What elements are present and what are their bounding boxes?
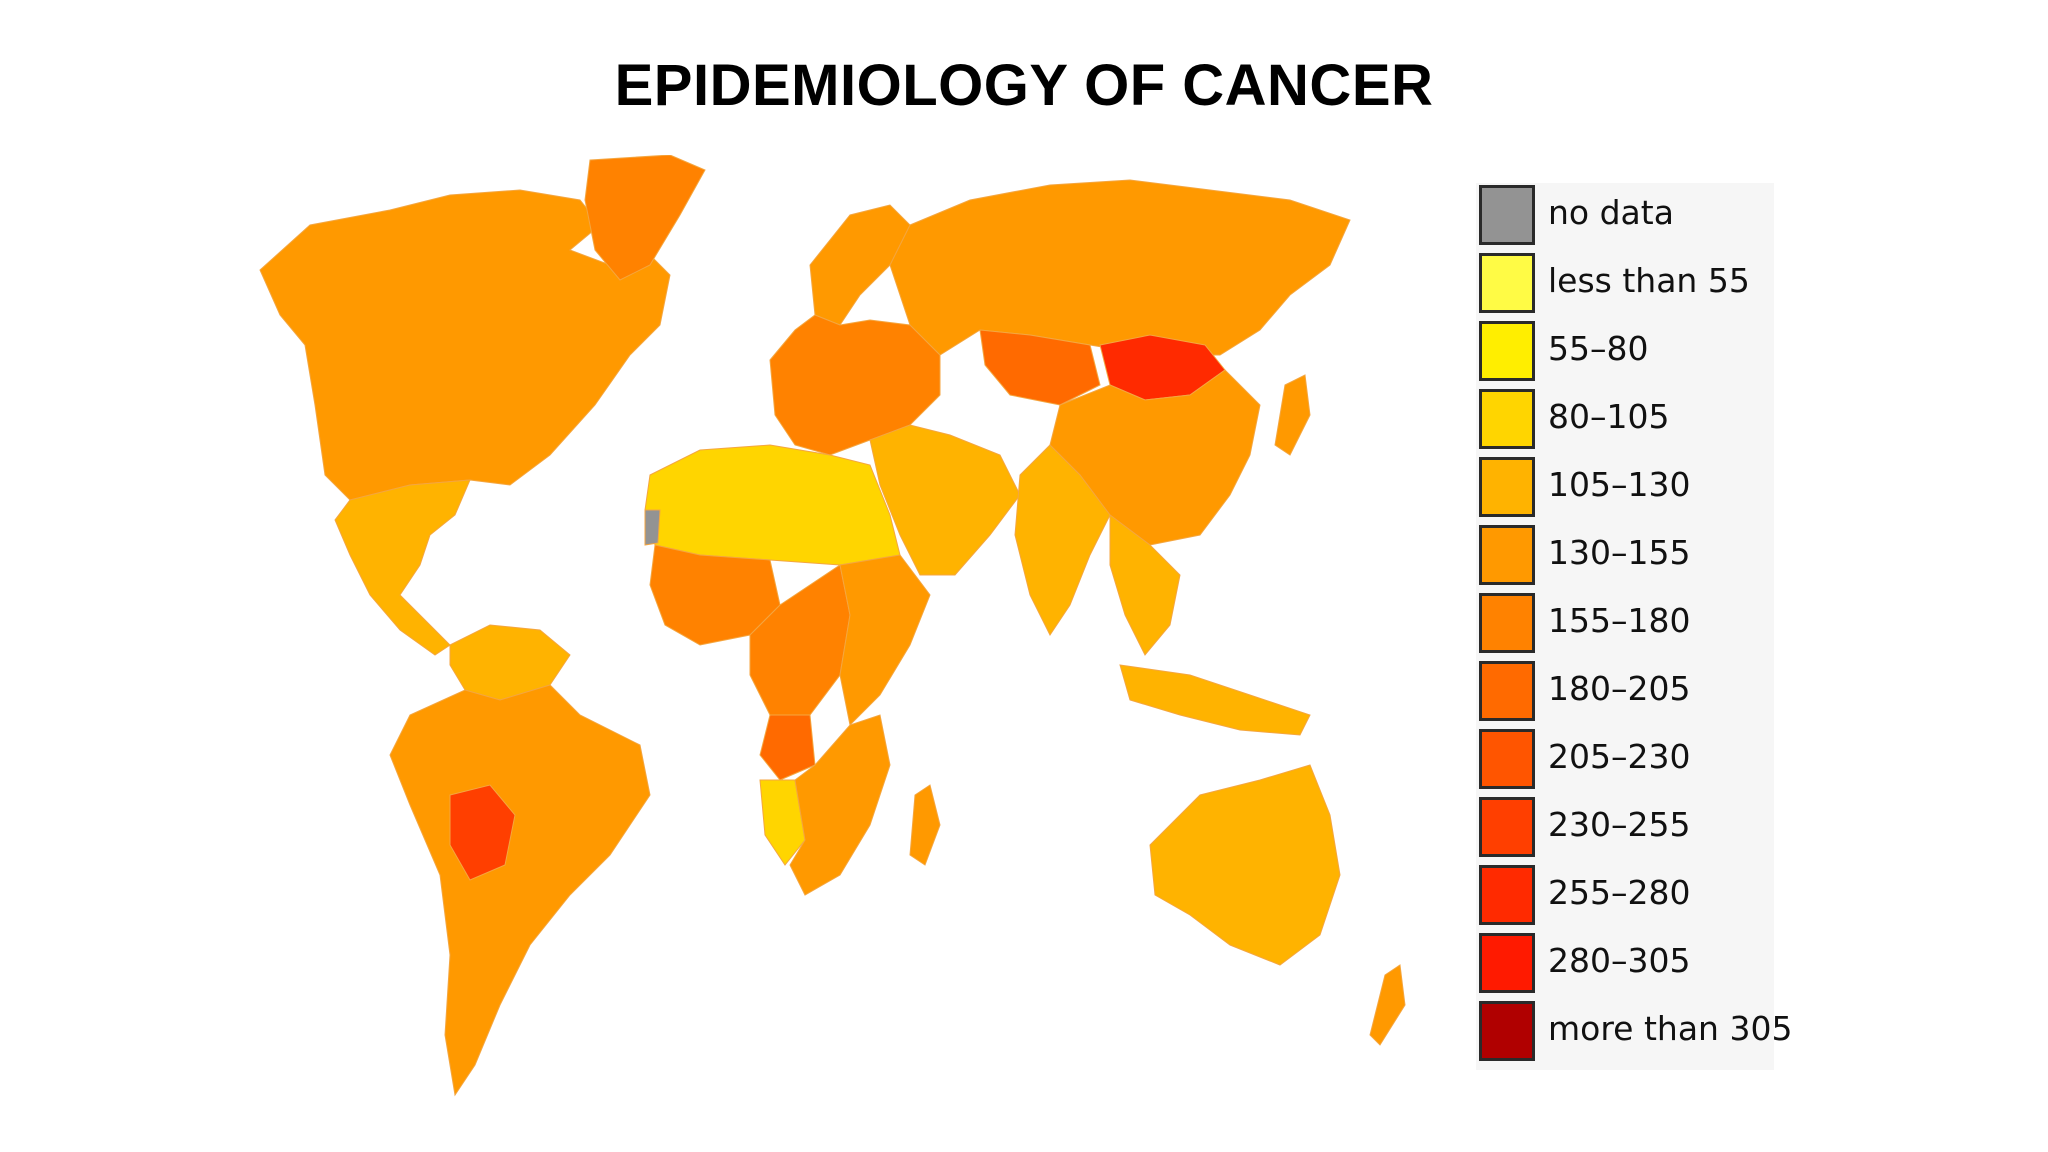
legend-item: less than 55 bbox=[1476, 251, 1774, 319]
legend-swatch bbox=[1479, 389, 1535, 449]
region-north-africa bbox=[644, 444, 901, 566]
legend: no data less than 55 55–80 80–105 105–130 130… bbox=[1476, 183, 1792, 1070]
legend-label: 155–180 bbox=[1548, 601, 1691, 640]
legend-label: 230–255 bbox=[1548, 805, 1691, 844]
region-japan bbox=[1274, 374, 1311, 456]
region-south-america bbox=[389, 684, 651, 1097]
region-east-africa bbox=[839, 554, 931, 727]
region-southeast-asia bbox=[1109, 514, 1181, 656]
legend-label: 255–280 bbox=[1548, 873, 1691, 912]
legend-item: 155–180 bbox=[1476, 591, 1774, 659]
region-new-zealand bbox=[1369, 964, 1406, 1046]
legend-label: more than 305 bbox=[1548, 1009, 1793, 1048]
region-australia bbox=[1149, 764, 1341, 966]
legend-item: more than 305 bbox=[1476, 999, 1792, 1067]
legend-label: 55–80 bbox=[1548, 329, 1649, 368]
legend-swatch bbox=[1479, 1001, 1535, 1061]
legend-swatch bbox=[1479, 933, 1535, 993]
legend-item: 130–155 bbox=[1476, 523, 1774, 591]
legend-item: no data bbox=[1476, 183, 1774, 251]
legend-item: 80–105 bbox=[1476, 387, 1774, 455]
legend-label: 130–155 bbox=[1548, 533, 1691, 572]
legend-label: less than 55 bbox=[1548, 261, 1750, 300]
legend-label: 105–130 bbox=[1548, 465, 1691, 504]
legend-swatch bbox=[1479, 525, 1535, 585]
region-europe bbox=[769, 314, 941, 456]
region-kazakhstan bbox=[979, 329, 1101, 406]
legend-item: 230–255 bbox=[1476, 795, 1774, 863]
region-mexico-central-america bbox=[334, 479, 471, 656]
region-greenland bbox=[584, 155, 706, 281]
region-indonesia bbox=[1119, 664, 1311, 736]
region-madagascar bbox=[909, 784, 941, 866]
region-india bbox=[1014, 444, 1111, 636]
legend-item: 55–80 bbox=[1476, 319, 1774, 387]
legend-label: 280–305 bbox=[1548, 941, 1691, 980]
legend-swatch bbox=[1479, 593, 1535, 653]
legend-item: 105–130 bbox=[1476, 455, 1774, 523]
world-map-svg bbox=[259, 155, 1406, 1097]
legend-swatch bbox=[1479, 457, 1535, 517]
legend-label: 205–230 bbox=[1548, 737, 1691, 776]
region-namibia bbox=[759, 779, 806, 866]
region-bolivia bbox=[449, 784, 516, 881]
legend-swatch bbox=[1479, 797, 1535, 857]
page-title: EPIDEMIOLOGY OF CANCER bbox=[614, 53, 1434, 118]
legend-label: no data bbox=[1548, 193, 1674, 232]
legend-label: 180–205 bbox=[1548, 669, 1691, 708]
region-russia bbox=[889, 179, 1351, 356]
region-north-america bbox=[259, 189, 671, 501]
region-middle-east bbox=[869, 424, 1021, 576]
region-western-sahara bbox=[644, 509, 661, 546]
legend-swatch bbox=[1479, 321, 1535, 381]
legend-swatch bbox=[1479, 661, 1535, 721]
legend-label: 80–105 bbox=[1548, 397, 1670, 436]
world-map bbox=[250, 155, 1460, 1105]
legend-swatch bbox=[1479, 185, 1535, 245]
legend-item: 280–305 bbox=[1476, 931, 1774, 999]
legend-swatch bbox=[1479, 729, 1535, 789]
region-angola bbox=[759, 714, 816, 781]
legend-swatch bbox=[1479, 865, 1535, 925]
region-southern-africa bbox=[789, 714, 891, 896]
legend-item: 205–230 bbox=[1476, 727, 1774, 795]
legend-item: 180–205 bbox=[1476, 659, 1774, 727]
legend-swatch bbox=[1479, 253, 1535, 313]
legend-item: 255–280 bbox=[1476, 863, 1774, 931]
